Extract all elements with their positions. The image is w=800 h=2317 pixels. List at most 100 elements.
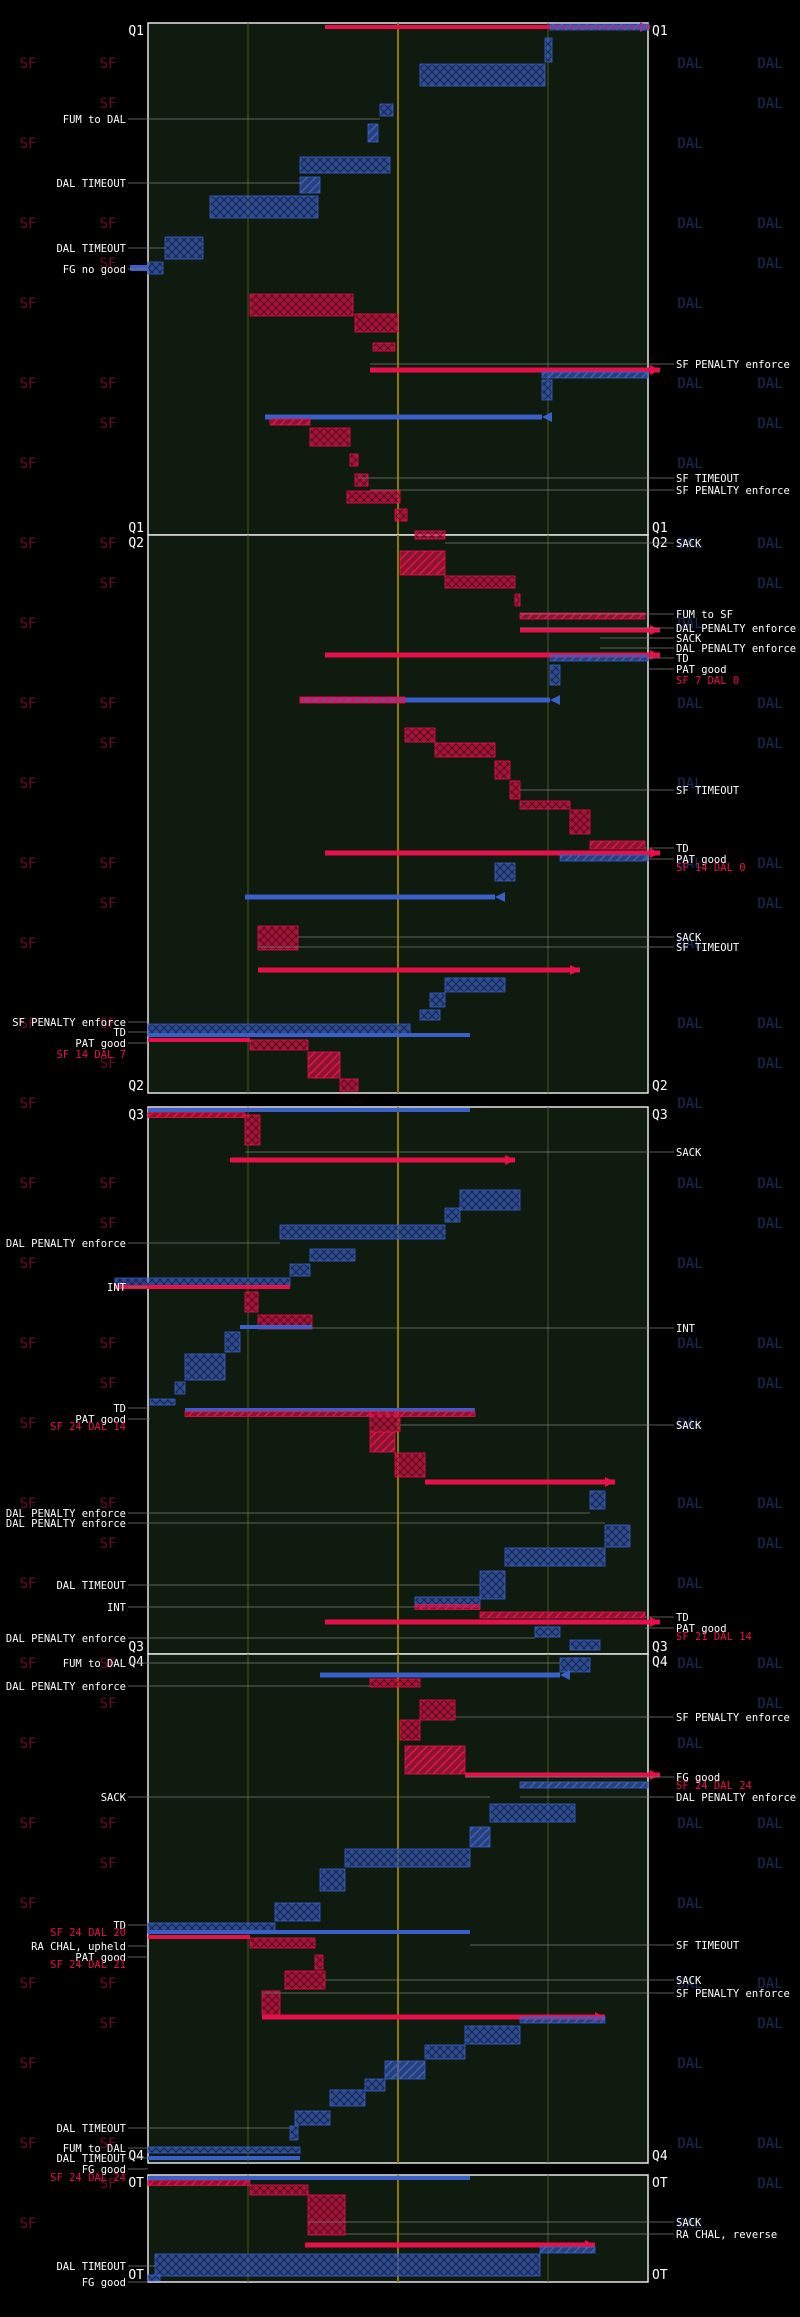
drive-segment-32 [549,654,649,662]
drive-segment-99 [519,1781,649,1789]
drive-segment-43-arrow [650,848,660,858]
watermark-dal: DAL [677,1176,702,1192]
drive-segment-102 [344,1848,471,1868]
drive-segment-48-arrow [570,965,580,975]
watermark-dal: DAL [677,1496,702,1512]
watermark-dal: DAL [677,1816,702,1832]
drive-segment-125 [249,2184,309,2196]
annotation-right: SF PENALTY enforce [676,485,790,497]
period-label-top-left: OT [128,2176,144,2191]
drive-segment-38 [494,760,511,780]
drive-segment-89-arrow [650,1617,660,1627]
watermark-dal: DAL [757,2016,782,2032]
watermark-sf: SF [100,216,117,232]
watermark-sf: SF [100,856,117,872]
drive-segment-130 [147,2274,161,2282]
annotation-left: TD [113,1920,126,1932]
period-label-bottom-right: Q3 [652,1640,668,1655]
drive-segment-67 [114,1277,291,1287]
drive-segment-28 [514,593,521,607]
watermark-sf: SF [20,696,37,712]
annotation-right: SF TIMEOUT [676,785,740,797]
watermark-dal: DAL [757,416,782,432]
annotation-right: DAL PENALTY enforce [676,643,796,655]
drive-segment-56 [307,1051,341,1079]
drive-segment-45 [494,862,516,882]
drive-segment-73 [184,1353,226,1381]
drive-segment-47 [257,925,299,951]
drive-segment-16 [541,371,649,379]
drive-segment-91 [569,1639,601,1651]
period-label-bottom-left: Q2 [128,1079,144,1094]
annotation-left: DAL TIMEOUT [56,1580,126,1592]
watermark-sf: SF [20,1176,37,1192]
drive-segment-12 [249,293,354,317]
watermark-sf: SF [100,1176,117,1192]
drive-segment-8 [209,195,319,219]
drive-segment-23 [346,490,401,504]
drive-segment-121 [147,2146,301,2154]
drive-segment-114 [464,2025,521,2045]
annotation-left: RA CHAL, upheld [31,1941,126,1953]
annotation-right: PAT good [676,854,727,866]
watermark-dal: DAL [677,696,702,712]
annotation-left: FUM to DAL [63,1658,126,1670]
annotation-right: RA CHAL, reverse [676,2229,777,2241]
watermark-sf: SF [100,1376,117,1392]
drive-segment-129 [154,2253,541,2277]
drive-segment-119 [294,2110,331,2126]
drive-segment-81-arrow [605,1477,615,1487]
watermark-dal: DAL [757,1976,782,1992]
watermark-sf: SF [20,936,37,952]
watermark-dal: DAL [757,2136,782,2152]
annotation-left: INT [107,1602,127,1614]
annotation-left: SF PENALTY enforce [12,1017,126,1029]
drive-segment-101 [469,1826,491,1848]
period-label-top-left: Q1 [128,24,144,39]
drive-segment-31-arrow [650,650,660,660]
drive-segment-2 [544,37,553,63]
watermark-sf: SF [20,1416,37,1432]
watermark-dal: DAL [677,1096,702,1112]
drive-segment-35 [299,696,406,704]
drive-segment-10 [147,261,164,275]
watermark-dal: DAL [757,1016,782,1032]
annotation-right: SACK [676,633,702,645]
annotation-left: SACK [101,1792,127,1804]
drive-segment-46-arrow [495,892,505,902]
annotation-right: INT [676,1323,696,1335]
period-label-bottom-right: OT [652,2268,668,2283]
watermark-sf: SF [20,1016,37,1032]
watermark-sf: SF [20,376,37,392]
drive-segment-75 [149,1398,176,1406]
drive-segment-79 [369,1431,396,1453]
drive-segment-20 [309,427,351,447]
drive-segment-18-arrow [542,412,552,422]
watermark-dal: DAL [757,896,782,912]
watermark-dal: DAL [677,1336,702,1352]
annotation-right: SF PENALTY enforce [676,359,790,371]
annotation-right: SACK [676,1420,702,1432]
watermark-sf: SF [100,1976,117,1992]
watermark-sf: SF [20,1656,37,1672]
drive-segment-115 [424,2044,466,2060]
drive-segment-90 [534,1626,561,1638]
annotation-right: PAT good [676,1623,727,1635]
score-left: SF 24 DAL 24 [50,2172,126,2184]
watermark-sf: SF [20,1096,37,1112]
drive-segment-61-arrow [505,1155,515,1165]
drive-segment-9 [164,236,204,260]
annotation-left: PAT good [75,1414,126,1426]
watermark-dal: DAL [757,1336,782,1352]
watermark-dal: DAL [677,56,702,72]
watermark-sf: SF [20,1576,37,1592]
watermark-dal: DAL [677,1656,702,1672]
drive-segment-82 [589,1490,606,1510]
drive-segment-40 [519,800,571,810]
watermark-dal: DAL [677,776,702,792]
drive-segment-108 [249,1937,316,1949]
drive-segment-15-arrow [650,365,660,375]
annotation-left: DAL TIMEOUT [56,2261,126,2273]
drive-segments [114,22,660,2282]
drive-segment-50 [429,992,446,1008]
